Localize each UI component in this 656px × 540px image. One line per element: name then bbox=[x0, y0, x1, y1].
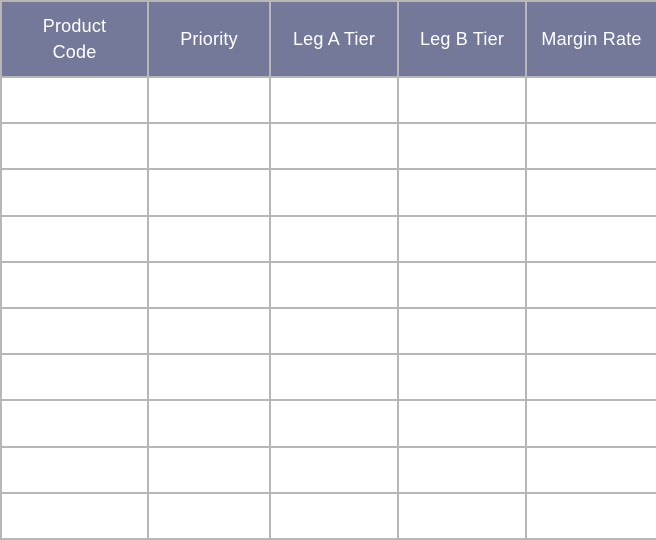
table-cell[interactable] bbox=[147, 445, 271, 494]
table-row bbox=[0, 122, 656, 171]
column-header-label: Product Code bbox=[42, 16, 107, 62]
table-cell[interactable] bbox=[0, 306, 149, 356]
table-row bbox=[0, 491, 656, 540]
table-cell[interactable] bbox=[269, 306, 399, 356]
table-cell[interactable] bbox=[525, 399, 656, 448]
table-cell[interactable] bbox=[525, 75, 656, 125]
table-cell[interactable] bbox=[147, 122, 271, 171]
table-cell[interactable] bbox=[0, 353, 149, 402]
header-row: Product Code Priority Leg A Tier Leg B T… bbox=[0, 0, 656, 78]
table-cell[interactable] bbox=[147, 353, 271, 402]
table-cell[interactable] bbox=[397, 75, 527, 125]
table-cell[interactable] bbox=[269, 168, 399, 217]
table-cell[interactable] bbox=[397, 399, 527, 448]
table-row bbox=[0, 214, 656, 263]
table-cell[interactable] bbox=[397, 353, 527, 402]
table-header: Product Code Priority Leg A Tier Leg B T… bbox=[0, 0, 656, 78]
table-row bbox=[0, 306, 656, 356]
table-body bbox=[0, 75, 656, 540]
table-cell[interactable] bbox=[525, 168, 656, 217]
table-cell[interactable] bbox=[269, 75, 399, 125]
column-header-label: Leg B Tier bbox=[419, 29, 505, 49]
table-cell[interactable] bbox=[525, 353, 656, 402]
table-row bbox=[0, 399, 656, 448]
table-cell[interactable] bbox=[397, 214, 527, 263]
table-row bbox=[0, 445, 656, 494]
table-cell[interactable] bbox=[525, 306, 656, 356]
column-header-label: Leg A Tier bbox=[292, 29, 376, 49]
table-row bbox=[0, 353, 656, 402]
table-cell[interactable] bbox=[147, 260, 271, 309]
table-cell[interactable] bbox=[269, 353, 399, 402]
table-cell[interactable] bbox=[397, 168, 527, 217]
table-cell[interactable] bbox=[397, 260, 527, 309]
table-cell[interactable] bbox=[525, 445, 656, 494]
table-cell[interactable] bbox=[397, 491, 527, 540]
table-cell[interactable] bbox=[147, 75, 271, 125]
table-cell[interactable] bbox=[0, 122, 149, 171]
table-cell[interactable] bbox=[0, 168, 149, 217]
table-row bbox=[0, 260, 656, 309]
column-header-product-code: Product Code bbox=[0, 0, 149, 78]
table-cell[interactable] bbox=[269, 260, 399, 309]
table-cell[interactable] bbox=[147, 214, 271, 263]
table-cell[interactable] bbox=[0, 75, 149, 125]
table-cell[interactable] bbox=[147, 306, 271, 356]
table-cell[interactable] bbox=[525, 491, 656, 540]
table-cell[interactable] bbox=[0, 399, 149, 448]
table-cell[interactable] bbox=[0, 445, 149, 494]
column-header-label: Margin Rate bbox=[541, 29, 642, 49]
table-cell[interactable] bbox=[269, 399, 399, 448]
table-row bbox=[0, 168, 656, 217]
table-cell[interactable] bbox=[147, 399, 271, 448]
table-cell[interactable] bbox=[0, 214, 149, 263]
column-header-label: Priority bbox=[180, 29, 238, 49]
table-cell[interactable] bbox=[269, 491, 399, 540]
column-header-leg-a-tier: Leg A Tier bbox=[269, 0, 399, 78]
column-header-priority: Priority bbox=[147, 0, 271, 78]
table-cell[interactable] bbox=[0, 260, 149, 309]
column-header-leg-b-tier: Leg B Tier bbox=[397, 0, 527, 78]
table-cell[interactable] bbox=[525, 214, 656, 263]
table-cell[interactable] bbox=[269, 214, 399, 263]
column-header-margin-rate: Margin Rate bbox=[525, 0, 656, 78]
table-cell[interactable] bbox=[525, 122, 656, 171]
table-cell[interactable] bbox=[269, 445, 399, 494]
table-cell[interactable] bbox=[397, 445, 527, 494]
table-cell[interactable] bbox=[525, 260, 656, 309]
table-cell[interactable] bbox=[397, 122, 527, 171]
table-cell[interactable] bbox=[147, 168, 271, 217]
table-cell[interactable] bbox=[397, 306, 527, 356]
table-row bbox=[0, 75, 656, 125]
table-cell[interactable] bbox=[269, 122, 399, 171]
table-cell[interactable] bbox=[147, 491, 271, 540]
table-cell[interactable] bbox=[0, 491, 149, 540]
